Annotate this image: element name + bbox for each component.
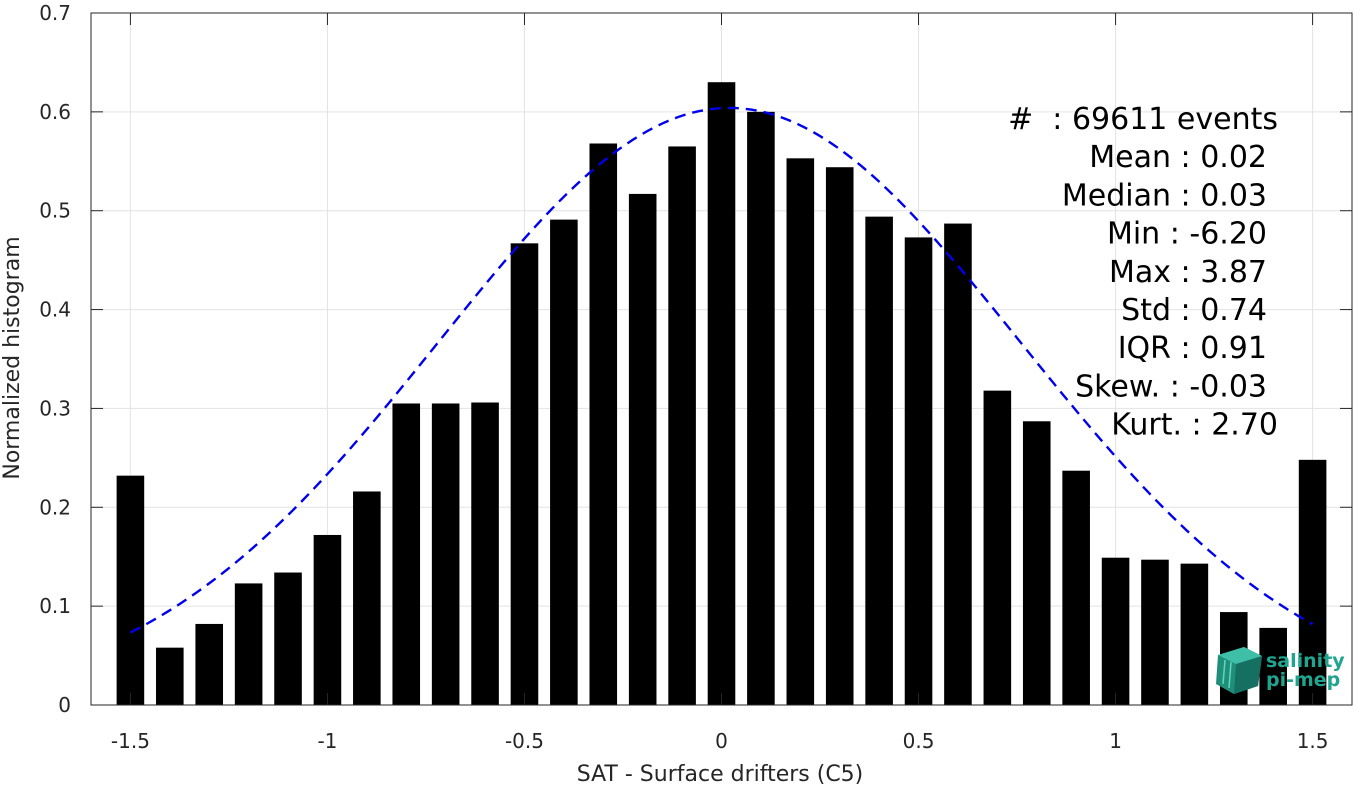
histogram-bar <box>1062 470 1090 705</box>
histogram-bar <box>510 243 539 705</box>
histogram-bar <box>983 390 1012 705</box>
histogram-bar <box>668 146 696 705</box>
histogram-bar <box>786 158 815 705</box>
y-tick-label: 0.6 <box>39 100 71 124</box>
y-tick-label: 0.5 <box>39 199 71 223</box>
stats-line: Std : 0.74 <box>1121 293 1267 328</box>
histogram-bar <box>1180 563 1209 705</box>
stats-line: Max : 3.87 <box>1109 255 1267 290</box>
histogram-bar <box>707 82 736 705</box>
logo-text-line1: salinity <box>1266 650 1345 672</box>
histogram-bars <box>116 82 1327 706</box>
x-tick-label: 1 <box>1109 729 1122 753</box>
histogram-bar <box>904 237 933 706</box>
histogram-bar <box>392 403 421 705</box>
salinity-pi-mep-logo: salinity pi-mep <box>1216 647 1345 694</box>
histogram-bar <box>865 216 893 705</box>
histogram-bar <box>1022 421 1051 705</box>
logo-cube-icon <box>1216 647 1262 694</box>
x-tick-label: -1 <box>317 729 337 753</box>
histogram-bar <box>1298 459 1327 705</box>
stats-line: # : 69611 events <box>1008 102 1278 137</box>
histogram-bar <box>471 402 499 705</box>
histogram-bar <box>156 647 184 705</box>
x-tick-label: -0.5 <box>505 729 544 753</box>
stats-line: Mean : 0.02 <box>1089 140 1267 175</box>
y-tick-label: 0.4 <box>39 298 71 322</box>
histogram-bar <box>944 223 972 705</box>
y-tick-labels: 0 0.1 0.2 0.3 0.4 0.5 0.6 0.7 <box>39 1 71 717</box>
y-tick-label: 0.7 <box>39 1 71 25</box>
x-tick-label: 1.5 <box>1297 729 1329 753</box>
stats-line: Kurt. : 2.70 <box>1111 408 1278 443</box>
x-axis-label: SAT - Surface drifters (C5) <box>577 762 864 785</box>
histogram-bar <box>747 111 775 706</box>
stats-line: IQR : 0.91 <box>1118 331 1267 366</box>
x-tick-labels: -1.5 -1 -0.5 0 0.5 1 1.5 <box>111 729 1329 753</box>
y-axis-label: Normalized histogram <box>0 236 25 479</box>
histogram-bar <box>628 193 657 705</box>
x-tick-label: 0 <box>715 729 728 753</box>
histogram-bar <box>1259 627 1287 705</box>
gaussian-fit-curve <box>129 106 1314 634</box>
histogram-bar <box>353 491 381 705</box>
x-tick-label: 0.5 <box>903 729 935 753</box>
y-tick-label: 0.1 <box>39 594 71 618</box>
histogram-bar <box>431 403 460 705</box>
axes <box>90 12 1353 706</box>
histogram-bar <box>1101 557 1130 705</box>
y-tick-label: 0.3 <box>39 396 71 420</box>
histogram-bar <box>550 219 578 705</box>
histogram-bar <box>274 572 302 705</box>
stats-line: Median : 0.03 <box>1062 178 1267 213</box>
histogram-bar <box>313 534 342 705</box>
stats-line: Skew. : -0.03 <box>1075 369 1267 404</box>
histogram-bar <box>1141 559 1169 705</box>
histogram-bar <box>825 167 854 705</box>
histogram-bar <box>234 583 263 705</box>
histogram-bar <box>589 143 618 705</box>
logo-text-line2: pi-mep <box>1266 669 1340 691</box>
histogram-bar <box>195 623 224 705</box>
x-tick-label: -1.5 <box>111 729 150 753</box>
stats-line: Min : -6.20 <box>1107 217 1267 252</box>
histogram-bar <box>116 475 145 705</box>
y-tick-label: 0.2 <box>39 495 71 519</box>
y-tick-label: 0 <box>58 693 71 717</box>
